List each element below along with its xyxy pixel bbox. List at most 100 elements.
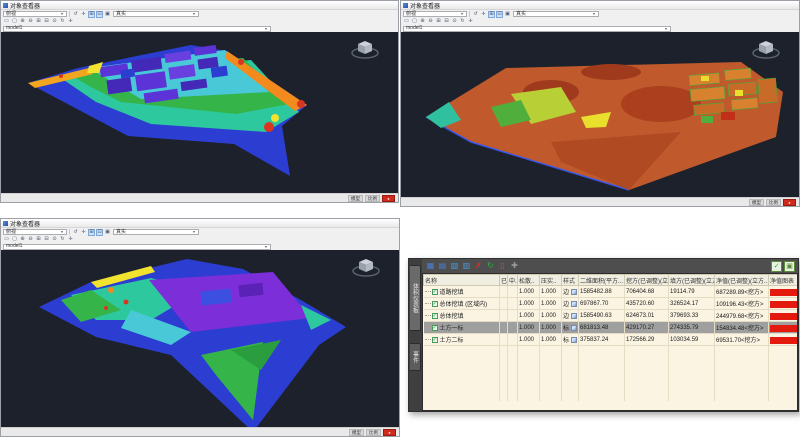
viewport-3d[interactable] [1, 32, 398, 193]
report-icon[interactable]: ▤ [438, 261, 447, 270]
zoom-window-icon[interactable]: ⊞ [488, 10, 495, 18]
trash-icon[interactable]: ▯ [500, 261, 505, 270]
window-titlebar[interactable]: 对象查看器 [401, 1, 799, 10]
tab-events[interactable]: 事件 [410, 343, 421, 371]
view-direction-dropdown[interactable]: 俯视 ▼ [3, 229, 67, 235]
view-direction-dropdown[interactable]: 俯视 ▼ [403, 11, 467, 17]
zoom-extents-icon[interactable]: ⊡ [496, 10, 503, 18]
viewcube[interactable] [350, 36, 382, 64]
visual-style-icon[interactable]: ▣ [105, 10, 110, 17]
orbit-icon[interactable]: ↺ [473, 10, 478, 17]
column-header[interactable]: 名称 [423, 274, 500, 286]
delete-icon[interactable]: ✗ [475, 261, 482, 270]
apply-check-icon[interactable]: ✓ [771, 261, 782, 272]
column-header[interactable]: 填方(已调整)(立方... [668, 274, 715, 286]
orbit-3d-icon[interactable]: ↻ [60, 236, 65, 242]
view-direction-dropdown[interactable]: 俯视 ▼ [3, 11, 67, 17]
viewcube[interactable] [351, 254, 383, 282]
viewport-3d[interactable] [401, 32, 799, 197]
column-header[interactable]: 样式 [561, 274, 579, 286]
zoom-in-icon[interactable]: ⊕ [20, 18, 25, 24]
status-chip[interactable]: 模型 [348, 194, 363, 202]
window-titlebar[interactable]: 对象查看器 [1, 1, 398, 10]
select-window-icon[interactable]: ▭ [4, 236, 9, 242]
zoom-in-icon[interactable]: ⊕ [420, 18, 425, 24]
add-view-icon[interactable]: ✛ [68, 18, 73, 24]
table-row[interactable]: ✓ 总体挖填 1.000 1.000 边 1585490.63 624673.01 37969… [423, 309, 797, 322]
row-checkbox[interactable]: ✓ [431, 301, 438, 308]
terrain-mesh-cutfill[interactable] [1, 250, 399, 427]
add-view-icon[interactable]: ✛ [68, 236, 73, 242]
zoom-previous-icon[interactable]: ⊟ [444, 18, 449, 24]
table-row[interactable]: ✓ 道路挖填 1.000 1.000 边 1585482.88 706404.68 19114… [423, 285, 797, 298]
window-titlebar[interactable]: 对象查看器 [1, 219, 399, 228]
zoom-all-icon[interactable]: ⊙ [52, 236, 57, 242]
column-header[interactable]: 松散.. [517, 274, 540, 286]
model-dropdown[interactable]: model1 ▼ [3, 25, 271, 32]
viewcube[interactable] [751, 36, 783, 64]
viewport-3d[interactable] [1, 250, 399, 427]
table-icon[interactable]: ▦ [426, 261, 435, 270]
region-icon[interactable]: ▢ [412, 18, 417, 24]
table-row[interactable]: ✓ 总体挖填 (区域内) 1.000 1.000 边 697867.70 435720.60… [423, 297, 797, 310]
zoom-all-icon[interactable]: ⊙ [52, 18, 57, 24]
column-header[interactable]: 挖方(已调整)(立方... [624, 274, 669, 286]
model-dropdown[interactable]: model1 ▼ [403, 25, 671, 32]
refresh-icon[interactable]: ↻ [487, 261, 494, 270]
region-icon[interactable]: ▢ [12, 18, 17, 24]
zoom-window2-icon[interactable]: ⊞ [36, 18, 41, 24]
status-chip[interactable]: 模型 [749, 198, 764, 206]
zoom-window-icon[interactable]: ⊞ [88, 10, 95, 18]
add-entry-icon[interactable]: ✚ [511, 261, 518, 270]
add-view-icon[interactable]: ✛ [468, 18, 473, 24]
zoom-out-icon[interactable]: ⊖ [28, 236, 33, 242]
orbit-icon[interactable]: ↺ [73, 10, 78, 17]
zoom-in-icon[interactable]: ⊕ [20, 236, 25, 242]
row-checkbox[interactable]: ✓ [431, 325, 438, 332]
zoom-previous-icon[interactable]: ⊟ [44, 236, 49, 242]
terrain-mesh-cutfill[interactable] [1, 32, 398, 193]
region-icon[interactable]: ▢ [12, 236, 17, 242]
column-header[interactable]: 净值图表 [768, 274, 797, 286]
status-chip[interactable]: 比例 [365, 194, 380, 202]
visual-style-dropdown[interactable]: 真实 ▼ [113, 229, 199, 235]
zoom-extents-icon[interactable]: ⊡ [96, 10, 103, 18]
zoom-window-icon[interactable]: ⊞ [88, 228, 95, 236]
model-dropdown[interactable]: model1 ▼ [3, 243, 271, 250]
table-row[interactable]: ✓ 土方二标 1.000 1.000 标 375837.24 172566.29 103034… [423, 333, 797, 346]
visual-style-dropdown[interactable]: 真实 ▼ [513, 11, 599, 17]
zoom-out-icon[interactable]: ⊖ [28, 18, 33, 24]
import-icon[interactable]: ▥ [462, 261, 471, 270]
export-icon[interactable]: ▧ [450, 261, 459, 270]
column-header[interactable]: 中.. [507, 274, 518, 286]
status-chip[interactable]: 比例 [366, 428, 381, 436]
column-header[interactable]: 已 [499, 274, 508, 286]
pan-icon[interactable]: ✛ [81, 228, 86, 235]
zoom-out-icon[interactable]: ⊖ [428, 18, 433, 24]
terrain-mesh-cutfill[interactable] [401, 32, 799, 197]
status-record-badge[interactable]: ● [383, 428, 396, 436]
orbit-3d-icon[interactable]: ↻ [460, 18, 465, 24]
status-record-badge[interactable]: ● [783, 198, 796, 206]
visual-style-icon[interactable]: ▣ [105, 228, 110, 235]
column-header[interactable]: 二维面积(平方... [578, 274, 625, 286]
column-header[interactable]: 净值(已调整)(立方... [714, 274, 769, 286]
panel-grid-icon[interactable]: ▣ [784, 261, 795, 272]
select-window-icon[interactable]: ▭ [4, 18, 9, 24]
select-window-icon[interactable]: ▭ [404, 18, 409, 24]
tab-volumes-dashboard[interactable]: 体积仪表板 [410, 265, 421, 331]
table-row[interactable]: ✓ 土方一标 1.000 1.000 标 681813.48 429170.27 274335… [423, 321, 797, 334]
orbit-3d-icon[interactable]: ↻ [60, 18, 65, 24]
zoom-all-icon[interactable]: ⊙ [452, 18, 457, 24]
pan-icon[interactable]: ✛ [481, 10, 486, 17]
status-record-badge[interactable]: ● [382, 194, 395, 202]
zoom-window2-icon[interactable]: ⊞ [36, 236, 41, 242]
row-checkbox[interactable]: ✓ [431, 289, 438, 296]
row-checkbox[interactable]: ✓ [431, 337, 438, 344]
column-header[interactable]: 压实.. [539, 274, 562, 286]
zoom-extents-icon[interactable]: ⊡ [96, 228, 103, 236]
pan-icon[interactable]: ✛ [81, 10, 86, 17]
status-chip[interactable]: 模型 [349, 428, 364, 436]
status-chip[interactable]: 比例 [766, 198, 781, 206]
zoom-window2-icon[interactable]: ⊞ [436, 18, 441, 24]
